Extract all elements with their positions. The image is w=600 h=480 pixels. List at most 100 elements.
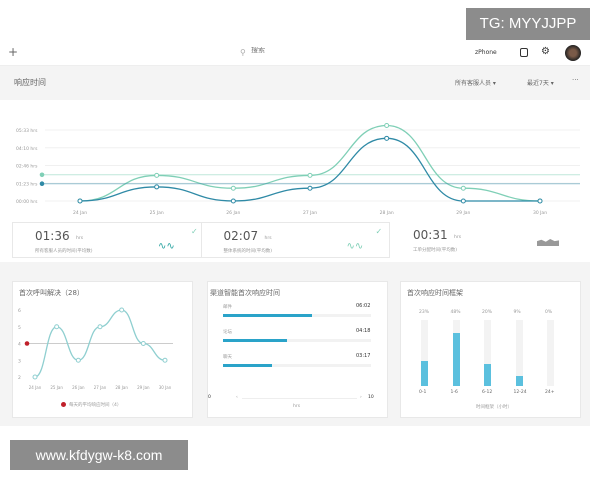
- watermark-top: TG: MYYJJPP: [466, 8, 590, 40]
- channel-value: 06:02: [356, 303, 371, 309]
- stats-row: 01:36 hrs 所有客服人员的时间(平均数) ✓ ∿∿ 02:07 hrs …: [12, 222, 390, 258]
- y-tick-label: 02:46 hrs: [16, 164, 38, 170]
- x-tick-label: 24 Jan: [73, 210, 87, 216]
- bucket-bar: [515, 376, 523, 386]
- scroll-left-icon[interactable]: ‹: [236, 395, 238, 400]
- range-filter[interactable]: 最近7天 ▾: [527, 80, 554, 87]
- x-tick-label: 30 Jan: [159, 385, 172, 390]
- y-tick-label: 5: [18, 325, 21, 331]
- top-bar: + ⚲ zPhone ⚙: [0, 42, 590, 66]
- bucket-track: [515, 320, 523, 386]
- channel-bar: [223, 339, 287, 342]
- data-point: [537, 198, 543, 204]
- bucket-percent: 9%: [513, 310, 521, 315]
- y-tick-label: 4: [18, 342, 21, 348]
- data-point: [307, 185, 313, 191]
- device-selector[interactable]: zPhone: [475, 49, 497, 56]
- bucket-percent: 23%: [419, 310, 430, 315]
- watermark-bottom: www.kfdygw-k8.com: [10, 440, 188, 470]
- bucket-percent: 0%: [545, 310, 553, 315]
- data-point: [77, 198, 83, 204]
- channel-bar-track: [223, 364, 371, 367]
- legend-label: 每天的平均响应时间（4）: [69, 403, 122, 408]
- stat-card: 01:36 hrs 所有客服人员的时间(平均数) ✓ ∿∿: [13, 223, 202, 257]
- response-time-card: 00:00 hrs 01:23 hrs 02:46 hrs 04:10 hrs 05:3…: [0, 100, 590, 262]
- x-tick-label: 28 Jan: [115, 385, 128, 390]
- first-call-resolution-chart: 2 3 4 5 6 24 Jan 25 Jan 26 Jan 27 Jan 28 Jan 29 Ja…: [18, 307, 173, 390]
- stat-label: 整体系统的时间(平均数): [223, 249, 273, 254]
- data-point: [307, 172, 313, 178]
- card-title: 首次响应时间框架: [407, 289, 463, 297]
- data-point: [32, 374, 38, 380]
- sparkline-icon: ∿∿: [346, 241, 364, 252]
- check-icon: ✓: [191, 227, 198, 236]
- response-timeframe-card: 首次响应时间框架 23% 0-1 48% 1-6 20% 6-12 9% 12-24 0% 24+…: [400, 281, 581, 418]
- data-point: [154, 184, 160, 190]
- search-input[interactable]: [251, 47, 341, 54]
- x-tick-label: 24 Jan: [29, 385, 42, 390]
- y-tick-label: 6: [18, 308, 21, 314]
- sparkline-icon: ∿∿: [158, 241, 175, 252]
- data-point: [140, 341, 146, 346]
- stat-card: 00:31 hrs 工单分配时间(平均数): [410, 222, 580, 258]
- channel-bar-track: [223, 339, 371, 342]
- y-tick-label: 00:00 hrs: [16, 199, 38, 205]
- stat-label: 所有客服人员的时间(平均数): [35, 249, 93, 254]
- x-tick-label: 28 Jan: [380, 210, 394, 216]
- agent-filter[interactable]: 所有客服人员 ▾: [455, 80, 496, 87]
- y-tick-label: 2: [18, 375, 21, 381]
- search-icon: ⚲: [240, 48, 246, 57]
- y-tick-label: 3: [18, 358, 21, 364]
- stat-unit: hrs: [76, 236, 84, 241]
- card-title: 渠道智能首次响应时间: [210, 289, 280, 297]
- x-tick-label: 29 Jan: [456, 210, 470, 216]
- bucket-track: [452, 320, 460, 386]
- x-tick-label: 27 Jan: [94, 385, 107, 390]
- bucket-label: 6-12: [482, 390, 493, 395]
- axis-label: 时间框架（小时）: [476, 405, 512, 410]
- bucket-bar: [484, 364, 491, 386]
- export-icon[interactable]: [520, 48, 528, 57]
- data-point: [230, 185, 236, 191]
- x-tick-label: 27 Jan: [303, 210, 317, 216]
- channel-bar: [223, 314, 313, 317]
- page-title: 响应时间: [14, 78, 46, 87]
- stat-label: 工单分配时间(平均数): [413, 248, 458, 253]
- reference-dot: [39, 181, 45, 187]
- data-point: [162, 357, 168, 363]
- bucket-label: 24+: [545, 390, 555, 395]
- channel-label: 邮件: [223, 305, 232, 310]
- more-button[interactable]: ···: [572, 76, 579, 84]
- bucket-track: [484, 320, 491, 386]
- stat-card: 02:07 hrs 整体系统的时间(平均数) ✓ ∿∿: [202, 223, 390, 257]
- scroll-right-icon[interactable]: ›: [360, 395, 362, 400]
- bucket-label: 12-24: [513, 390, 527, 395]
- x-tick-label: 26 Jan: [72, 385, 85, 390]
- avatar[interactable]: [565, 45, 581, 61]
- stat-unit: hrs: [454, 235, 462, 240]
- gear-icon[interactable]: ⚙: [541, 46, 550, 57]
- legend-dot: [61, 402, 66, 407]
- channel-response-card: 渠道智能首次响应时间 邮件 06:02 论坛 04:18 聊天 03:17 0 ‹ › 1…: [207, 281, 388, 418]
- reference-dot: [39, 172, 45, 178]
- channel-bar-track: [223, 314, 371, 317]
- data-point: [460, 185, 466, 191]
- channel-value: 04:18: [356, 328, 371, 334]
- card-title: 首次呼叫解决（28）: [19, 289, 84, 297]
- bucket-track: [421, 320, 428, 386]
- bucket-label: 1-6: [450, 390, 458, 395]
- bucket-track: [547, 320, 554, 386]
- bucket-bar: [452, 333, 460, 386]
- bucket-label: 0-1: [419, 390, 427, 395]
- y-tick-label: 04:10 hrs: [16, 146, 38, 152]
- data-point: [97, 324, 103, 330]
- range-slider[interactable]: [242, 398, 357, 399]
- dashboard: 响应时间 所有客服人员 ▾ 最近7天 ▾ ··· 00:00 hrs 01:23 …: [0, 66, 590, 426]
- data-point: [460, 198, 466, 204]
- response-time-chart: 00:00 hrs 01:23 hrs 02:46 hrs 04:10 hrs 05:3…: [16, 123, 580, 216]
- axis-min: 0: [208, 395, 211, 400]
- stat-value: 01:36: [35, 229, 70, 243]
- add-button[interactable]: +: [8, 45, 19, 59]
- channel-label: 聊天: [223, 355, 232, 360]
- x-tick-label: 30 Jan: [533, 210, 547, 216]
